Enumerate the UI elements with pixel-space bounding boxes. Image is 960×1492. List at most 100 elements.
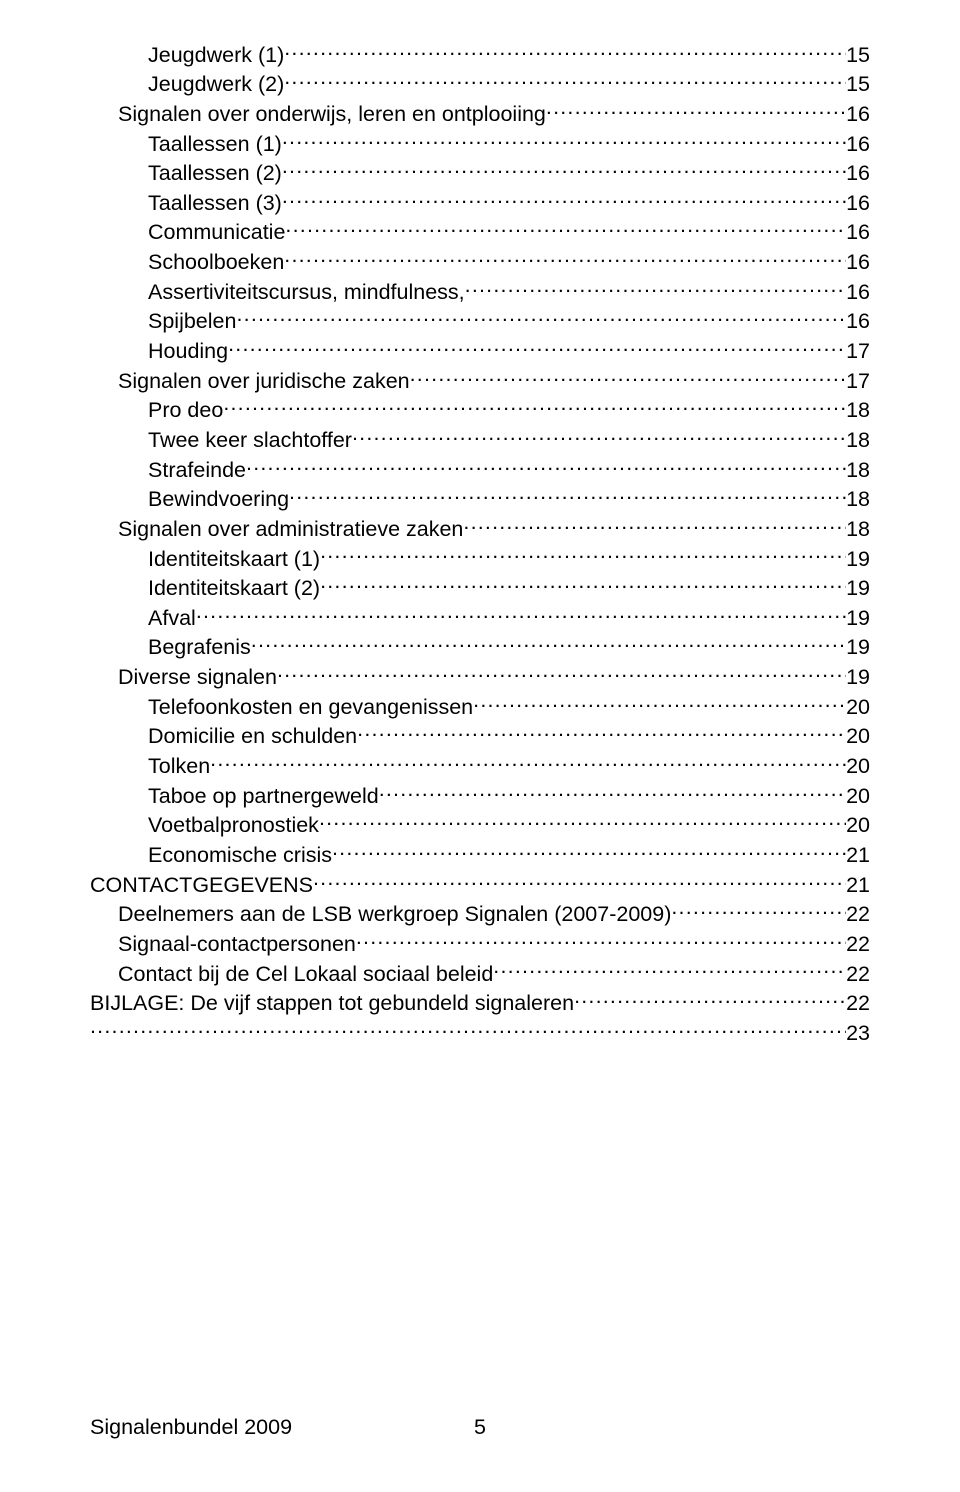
toc-entry-page: 23	[846, 1020, 870, 1046]
toc-leader-dots	[463, 512, 846, 536]
toc-entry-page: 19	[846, 634, 870, 660]
toc-entry-label: Jeugdwerk (2)	[148, 71, 284, 97]
toc-entry-page: 17	[846, 368, 870, 394]
toc-entry-label: Taallessen (3)	[148, 190, 282, 216]
toc-leader-dots	[284, 38, 846, 62]
toc-entry-page: 19	[846, 664, 870, 690]
toc-row: Jeugdwerk (2) 15	[90, 68, 870, 98]
toc-leader-dots	[90, 1016, 846, 1040]
toc-entry-page: 22	[846, 901, 870, 927]
toc-entry-label: Taallessen (2)	[148, 160, 282, 186]
toc-entry-label: Deelnemers aan de LSB werkgroep Signalen…	[118, 901, 671, 927]
toc-row: Pro deo 18	[90, 394, 870, 424]
toc-entry-label: Telefoonkosten en gevangenissen	[148, 694, 473, 720]
toc-leader-dots	[285, 216, 846, 240]
toc-entry-label: Signalen over onderwijs, leren en ontplo…	[118, 101, 546, 127]
toc-leader-dots	[289, 483, 846, 507]
toc-row: Telefoonkosten en gevangenissen 20	[90, 690, 870, 720]
toc-entry-page: 22	[846, 990, 870, 1016]
toc-leader-dots	[313, 868, 846, 892]
toc-entry-page: 19	[846, 546, 870, 572]
toc-row: Schoolboeken 16	[90, 245, 870, 275]
toc-entry-page: 20	[846, 783, 870, 809]
toc-leader-dots	[352, 423, 846, 447]
toc-entry-label: Begrafenis	[148, 634, 251, 660]
toc-entry-label: Bewindvoering	[148, 486, 289, 512]
toc-entry-label: Taallessen (1)	[148, 131, 282, 157]
toc-row: Economische crisis21	[90, 838, 870, 868]
toc-leader-dots	[282, 157, 846, 181]
toc-row: Twee keer slachtoffer18	[90, 423, 870, 453]
document-page: Jeugdwerk (1) 15Jeugdwerk (2) 15 Signalen o…	[0, 0, 960, 1492]
toc-entry-label: Signalen over juridische zaken	[118, 368, 410, 394]
toc-entry-page: 19	[846, 575, 870, 601]
toc-entry-label: Spijbelen	[148, 308, 236, 334]
toc-entry-label: Diverse signalen	[118, 664, 277, 690]
toc-entry-label: Signaal-contactpersonen	[118, 931, 356, 957]
toc-leader-dots	[319, 809, 846, 833]
toc-entry-label: Jeugdwerk (1)	[148, 42, 284, 68]
toc-entry-label: Pro deo	[148, 397, 223, 423]
toc-row: Signalen over onderwijs, leren en ontplo…	[90, 97, 870, 127]
toc-entry-label: Identiteitskaart (1)	[148, 546, 320, 572]
toc-leader-dots	[473, 690, 846, 714]
toc-entry-page: 20	[846, 723, 870, 749]
toc-entry-label: Houding	[148, 338, 228, 364]
toc-leader-dots	[282, 186, 846, 210]
toc-entry-label: Strafeinde	[148, 457, 246, 483]
toc-leader-dots	[282, 127, 846, 151]
toc-leader-dots	[210, 749, 846, 773]
toc-leader-dots	[284, 245, 846, 269]
toc-row: Communicatie 16	[90, 216, 870, 246]
footer-title: Signalenbundel 2009	[90, 1415, 292, 1440]
toc-row: Houding 17	[90, 334, 870, 364]
toc-entry-page: 22	[846, 931, 870, 957]
toc-row: Signalen over administratieve zaken18	[90, 512, 870, 542]
toc-entry-page: 17	[846, 338, 870, 364]
toc-entry-page: 16	[846, 219, 870, 245]
toc-entry-label: Schoolboeken	[148, 249, 284, 275]
toc-leader-dots	[574, 987, 846, 1011]
toc-row: Identiteitskaart (2) 19	[90, 572, 870, 602]
toc-leader-dots	[465, 275, 846, 299]
toc-entry-page: 16	[846, 279, 870, 305]
toc-row: Begrafenis 19	[90, 631, 870, 661]
toc-entry-label: Contact bij de Cel Lokaal sociaal beleid	[118, 961, 493, 987]
toc-entry-page: 18	[846, 397, 870, 423]
toc-entry-label: Voetbalpronostiek	[148, 812, 319, 838]
toc-entry-page: 16	[846, 160, 870, 186]
toc-row: Strafeinde 18	[90, 453, 870, 483]
toc-row: Signalen over juridische zaken 17	[90, 364, 870, 394]
toc-entry-label: Identiteitskaart (2)	[148, 575, 320, 601]
toc-leader-dots	[356, 927, 846, 951]
toc-entry-label: Communicatie	[148, 219, 285, 245]
toc-entry-page: 21	[846, 872, 870, 898]
toc-entry-page: 20	[846, 812, 870, 838]
toc-row: BIJLAGE: De vijf stappen tot gebundeld s…	[90, 987, 870, 1017]
toc-entry-page: 16	[846, 308, 870, 334]
toc-leader-dots	[277, 660, 846, 684]
table-of-contents: Jeugdwerk (1) 15Jeugdwerk (2) 15 Signalen o…	[90, 38, 870, 1046]
toc-entry-page: 21	[846, 842, 870, 868]
toc-row: Taallessen (2) 16	[90, 157, 870, 187]
toc-row: Taboe op partnergeweld20	[90, 779, 870, 809]
toc-entry-page: 18	[846, 457, 870, 483]
toc-entry-page: 20	[846, 694, 870, 720]
toc-entry-page: 16	[846, 101, 870, 127]
toc-leader-dots	[320, 542, 846, 566]
toc-row: Contact bij de Cel Lokaal sociaal beleid…	[90, 957, 870, 987]
toc-entry-page: 15	[846, 71, 870, 97]
toc-entry-page: 19	[846, 605, 870, 631]
toc-leader-dots	[284, 68, 846, 92]
toc-leader-dots	[493, 957, 846, 981]
toc-row: Voetbalpronostiek 20	[90, 809, 870, 839]
page-footer: Signalenbundel 2009 5	[90, 1415, 870, 1440]
toc-leader-dots	[223, 394, 846, 418]
toc-entry-page: 18	[846, 427, 870, 453]
toc-entry-page: 16	[846, 249, 870, 275]
toc-leader-dots	[410, 364, 846, 388]
toc-entry-page: 20	[846, 753, 870, 779]
toc-leader-dots	[236, 305, 846, 329]
toc-row: Diverse signalen 19	[90, 660, 870, 690]
toc-row: Bewindvoering18	[90, 483, 870, 513]
